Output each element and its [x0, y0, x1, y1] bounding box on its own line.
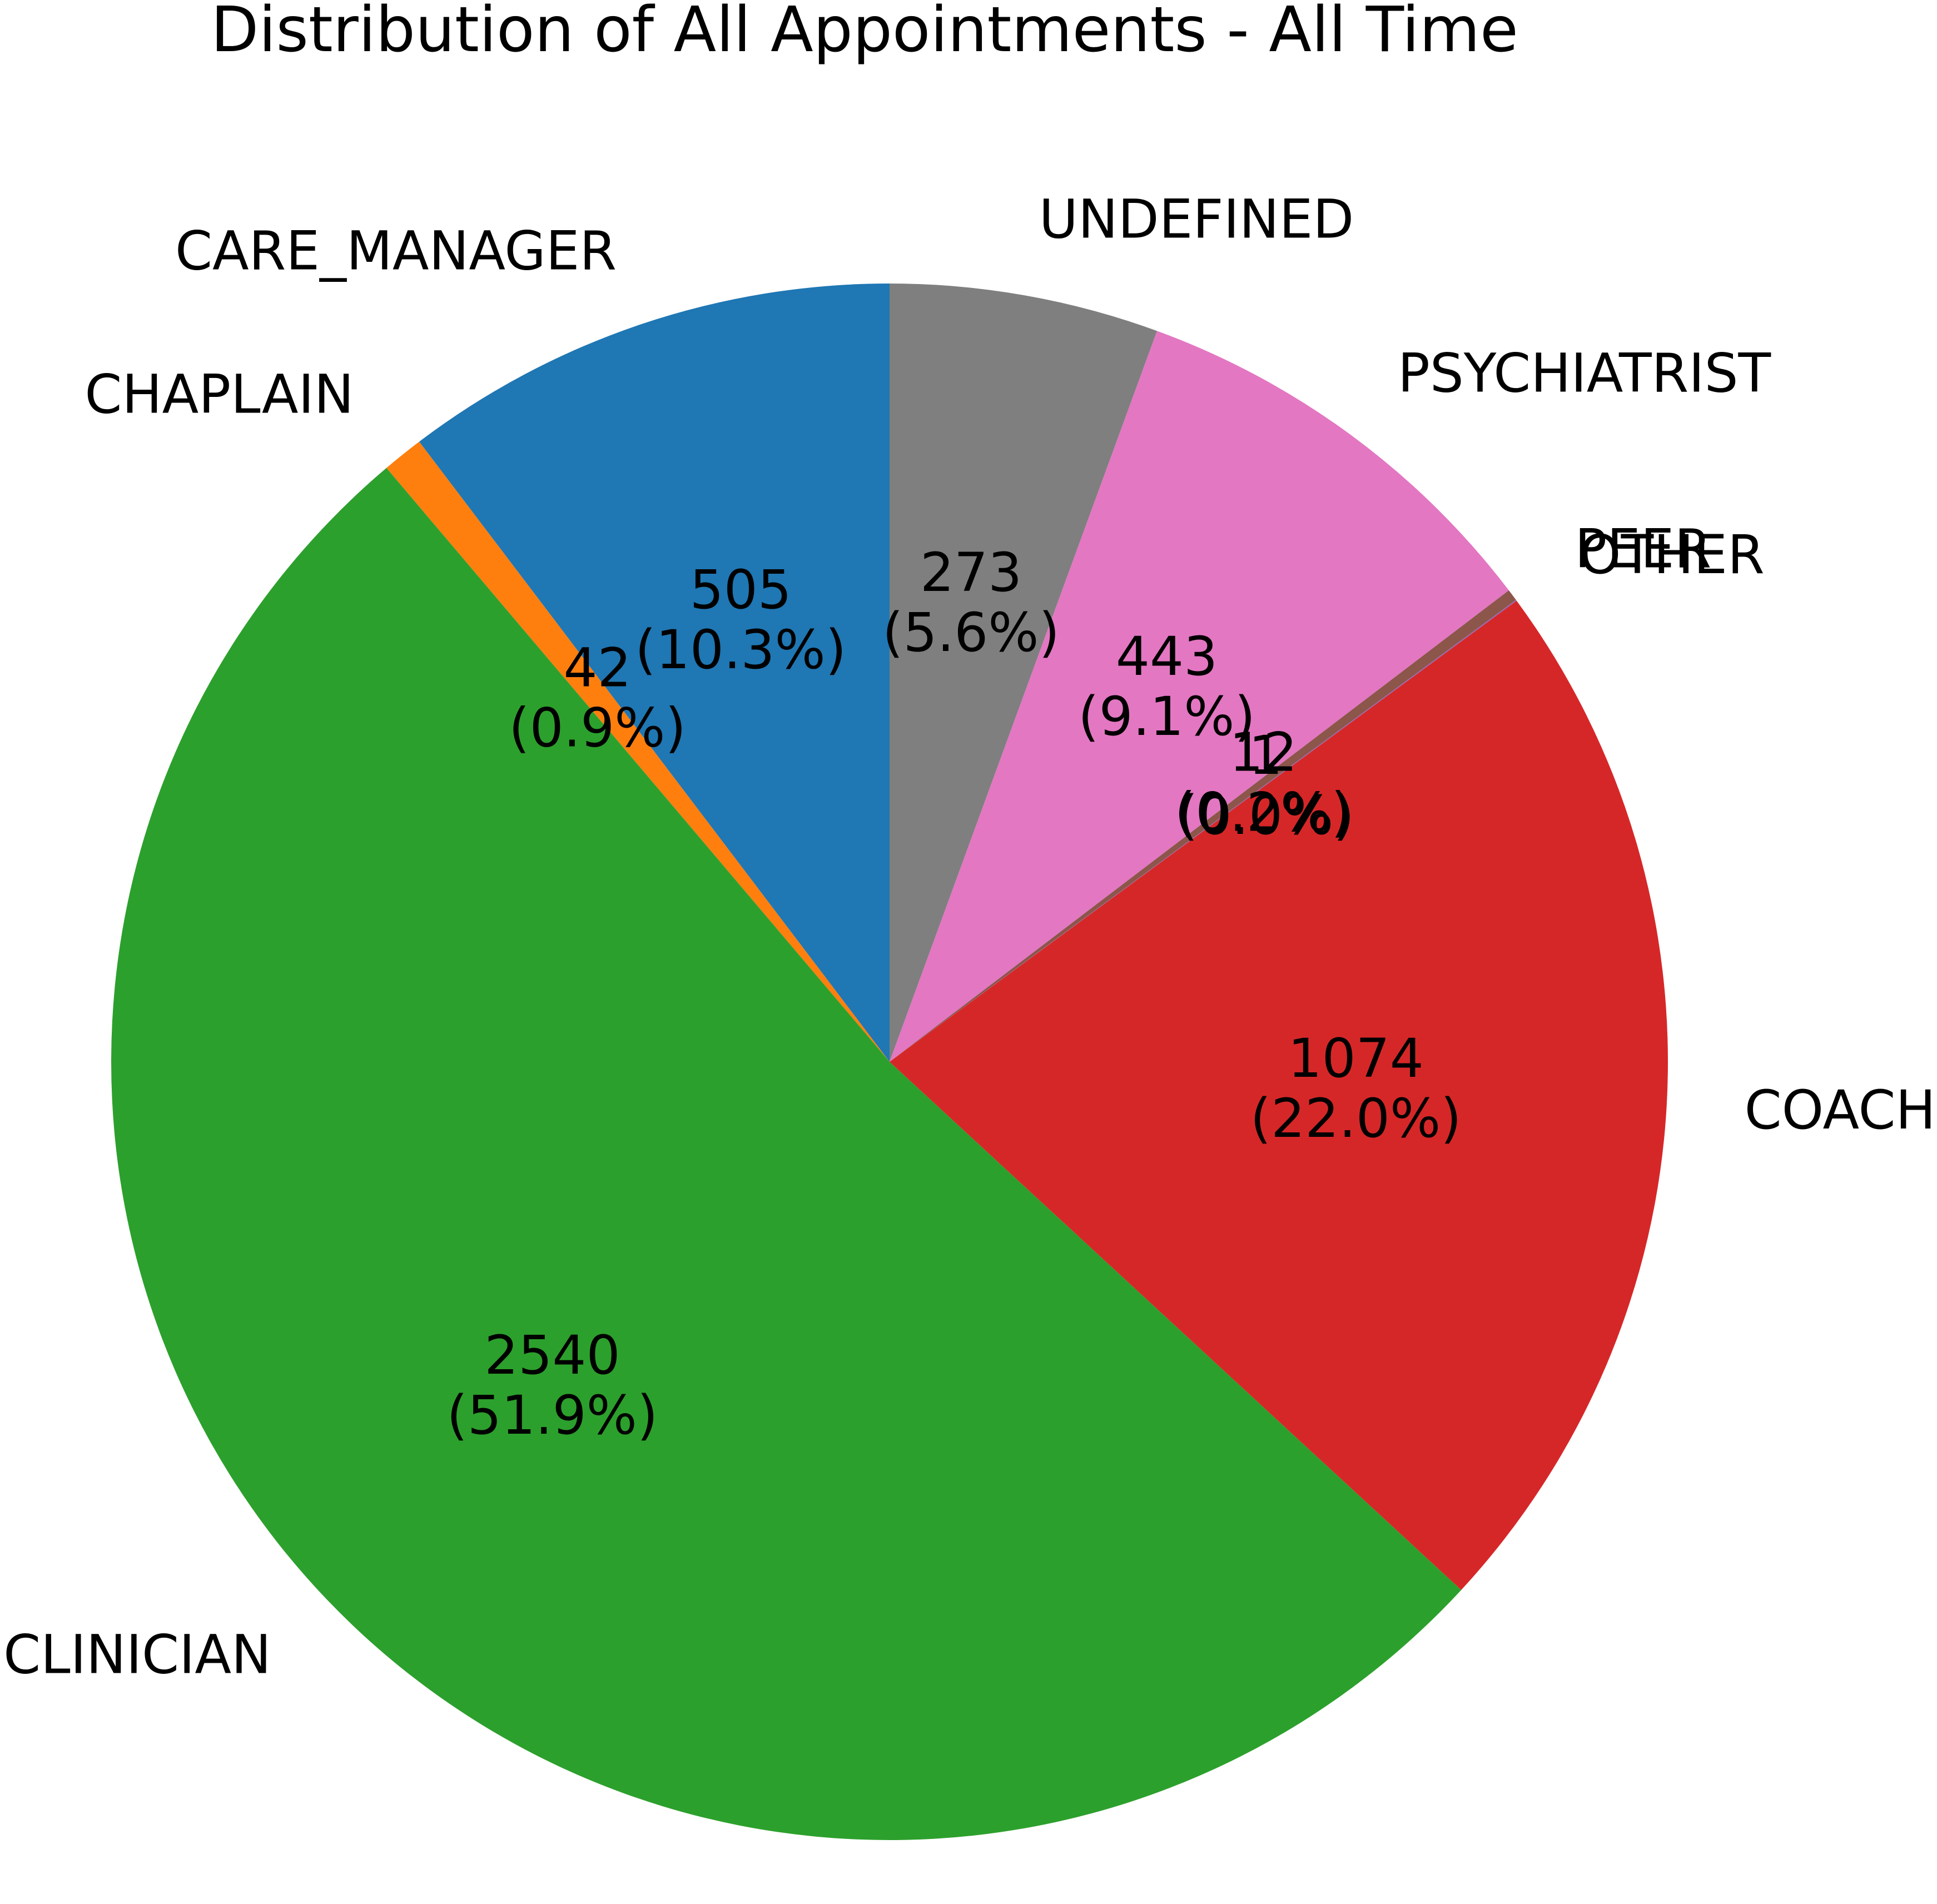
- slice-value-label: 273 (5.6%): [882, 541, 1060, 664]
- slice-category-label: PEER: [1575, 518, 1711, 580]
- slice-value-label: 42 (0.9%): [509, 637, 686, 759]
- slice-percent: (0.0%): [1177, 784, 1354, 847]
- slice-count: 1: [1249, 724, 1283, 787]
- slice-value-label: 2540 (51.9%): [446, 1324, 658, 1446]
- slice-value-label: 1074 (22.0%): [1250, 1027, 1462, 1150]
- slice-category-label: CARE_MANAGER: [175, 220, 617, 282]
- slice-percent: (5.6%): [882, 601, 1060, 664]
- value-labels-layer: 505 (10.3%)42 (0.9%) 2540 (51.9%) 1074 (22.0%)…: [446, 541, 1461, 1446]
- slice-count: 505: [690, 559, 792, 621]
- slice-count: 273: [920, 541, 1022, 604]
- slice-percent: (10.3%): [635, 619, 846, 681]
- pie-slice-psychiatrist: [890, 331, 1509, 1062]
- slice-value-label: 443 (9.1%): [1078, 625, 1255, 748]
- slice-count: 2540: [484, 1324, 620, 1386]
- slice-value-label: 12 (0.2%): [1175, 721, 1352, 843]
- slices-layer: [111, 284, 1668, 1841]
- pie-slice-coach: [890, 600, 1668, 1590]
- slice-count: 12: [1229, 721, 1297, 783]
- category-labels-layer: CARE_MANAGERCHAPLAINCLINICIANCOACHOTHERP…: [3, 188, 1936, 1686]
- slice-percent: (51.9%): [446, 1384, 658, 1446]
- pie-slice-care-manager: [419, 284, 890, 1062]
- slice-percent: (9.1%): [1078, 685, 1255, 748]
- slice-category-label: CHAPLAIN: [85, 364, 354, 426]
- slice-percent: (0.2%): [1175, 781, 1352, 843]
- slice-count: 1074: [1288, 1027, 1424, 1090]
- slice-percent: (22.0%): [1250, 1087, 1462, 1150]
- slice-category-label: COACH: [1745, 1079, 1936, 1141]
- chart-title: Distribution of All Appointments - All T…: [211, 0, 1518, 66]
- pie-slice-chaplain: [386, 441, 890, 1062]
- slice-count: 42: [563, 637, 631, 699]
- slice-category-label: PSYCHIATRIST: [1398, 342, 1771, 405]
- pie-slice-undefined: [890, 284, 1158, 1062]
- pie-slice-peer: [890, 590, 1516, 1062]
- slice-category-label: CLINICIAN: [3, 1623, 271, 1686]
- pie-slice-clinician: [111, 468, 1462, 1841]
- slice-value-label: 505 (10.3%): [635, 559, 846, 681]
- slice-category-label: OTHER: [1579, 524, 1765, 586]
- slice-value-label: 1 (0.0%): [1177, 724, 1354, 847]
- pie-slice-other: [890, 600, 1517, 1062]
- slice-count: 443: [1116, 625, 1218, 688]
- slice-category-label: UNDEFINED: [1039, 188, 1354, 251]
- slice-percent: (0.9%): [509, 697, 686, 759]
